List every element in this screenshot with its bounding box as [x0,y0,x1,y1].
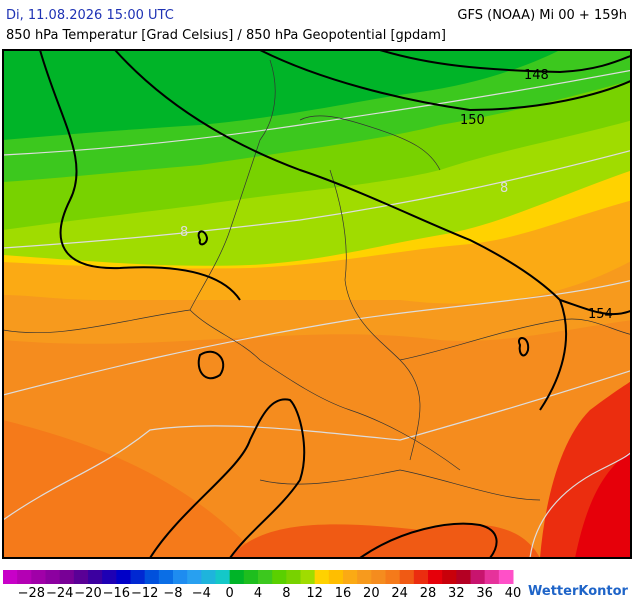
color-swatch [73,570,89,584]
color-swatch [201,570,216,584]
colorbar-label: 12 [306,586,323,600]
colorbar-label: 0 [226,586,234,600]
colorbar-label: 4 [254,586,262,600]
color-swatch [88,570,103,584]
colorbar-label: −24 [46,586,73,600]
color-swatch [328,570,344,584]
colorbar-label: −20 [74,586,101,600]
color-swatch [385,570,401,584]
colorbar-label: −8 [163,586,182,600]
subtitle: 850 hPa Temperatur [Grad Celsius] / 850 … [6,28,446,43]
contour-label: 148 [524,68,549,83]
color-swatch [158,570,174,584]
colorbar-label: −16 [103,586,130,600]
color-swatch [413,570,429,584]
color-swatch [498,570,514,584]
color-swatch [243,570,259,584]
color-swatch [442,570,457,584]
color-swatch [272,570,287,584]
color-swatch [314,570,330,584]
color-swatch [45,570,61,584]
color-swatch [229,570,245,584]
colorbar-label: 40 [505,586,522,600]
model-label: GFS (NOAA) Mi 00 + 159h [457,8,627,23]
colorbar-label: 8 [282,586,290,600]
contour-label: 8 [180,225,188,240]
contour-label: 154 [588,307,613,322]
date-label: Di, 11.08.2026 15:00 UTC [6,8,174,23]
colorbar-label: 16 [335,586,352,600]
contour-label: 8 [500,181,508,196]
color-swatch [258,570,273,584]
colorbar-label: 20 [363,586,380,600]
colorbar-label: 36 [476,586,493,600]
colorbar-label: −4 [192,586,211,600]
map-frame [2,49,632,559]
color-swatch [286,570,301,584]
color-swatch [343,570,358,584]
color-swatch [102,570,117,584]
contour-label: 150 [460,113,485,128]
colorbar-label: −28 [18,586,45,600]
color-swatch [116,570,131,584]
colorbar-label: −12 [131,586,158,600]
color-swatch [187,570,202,584]
color-swatch [357,570,372,584]
color-swatch [17,570,32,584]
colorbar: −28 −24 −20 −16 −12 −8 −4 0 4 8 12 16 20 24 28 32 36 40 [3,570,522,601]
color-swatch [31,570,46,584]
color-swatch [3,570,18,584]
color-swatch [173,570,188,584]
map: 148 150 154 8 8 [3,50,631,558]
color-swatch [428,570,443,584]
logo[interactable]: WetterKontor [528,584,629,599]
color-swatch [470,570,486,584]
color-swatch [484,570,500,584]
color-swatch [59,570,75,584]
color-swatch [371,570,386,584]
color-swatch [130,570,146,584]
color-swatch [215,570,231,584]
color-swatch [300,570,316,584]
colorbar-label: 24 [391,586,408,600]
color-swatch [399,570,415,584]
colorbar-label: 32 [448,586,465,600]
color-swatch [144,570,160,584]
colorbar-label: 28 [420,586,437,600]
color-swatch [456,570,471,584]
